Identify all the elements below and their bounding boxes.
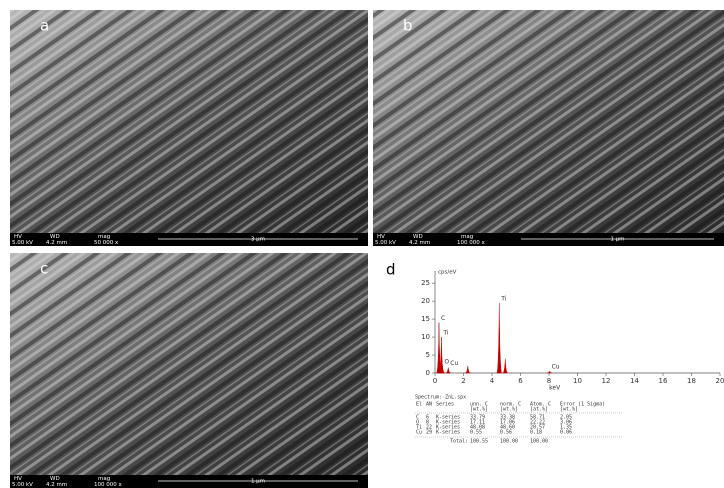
hv-value: 5.00 kV [12, 482, 33, 488]
x-tick-label: 12 [602, 377, 611, 385]
x-tick-label: 4 [490, 377, 495, 385]
y-tick-label: 15 [421, 315, 430, 323]
spectrum-peak [503, 359, 508, 373]
scale-label: 1 µm [251, 479, 265, 485]
x-tick-label: 20 [716, 377, 724, 385]
table-unit: [wt.%] [470, 407, 488, 413]
peak-label: Cu [552, 364, 560, 371]
table-header: Series [436, 402, 454, 408]
y-tick-label: 10 [421, 333, 430, 341]
peak-label: Ti [442, 330, 448, 337]
x-tick-label: 10 [573, 377, 582, 385]
peak-label: Cu [450, 360, 458, 367]
wd-value: 4.2 mm [46, 482, 67, 488]
table-cell: 0.55 [470, 430, 482, 436]
table-header: AN [426, 402, 432, 408]
y-tick-label: 0 [426, 369, 430, 377]
peak-label: O [444, 358, 449, 365]
table-cell: 29 [426, 430, 432, 436]
spectrum-peak [465, 366, 470, 373]
sem-texture [10, 10, 368, 233]
table-cell: 0.56 [500, 430, 512, 436]
table-cell: K-series [436, 430, 460, 436]
table-title: Spectrum: ZnL.spx [415, 395, 466, 401]
hv-value: 5.00 kV [375, 240, 396, 246]
table-cell: 0.06 [560, 430, 572, 436]
mag-value: 50 000 x [94, 240, 119, 246]
peak-label: Ti [500, 295, 506, 302]
panel-label: d [386, 261, 396, 279]
y-unit: cps/eV [438, 270, 457, 276]
table-unit: [wt.%] [560, 407, 578, 413]
y-tick-label: 5 [426, 351, 430, 359]
x-axis-label: keV [549, 385, 561, 392]
peak-label: C [441, 315, 445, 322]
x-tick-label: 18 [687, 377, 696, 385]
x-tick-label: 0 [433, 377, 437, 385]
spectrum-peak [547, 371, 552, 373]
panel-label: b [403, 17, 413, 35]
sem-texture [373, 10, 724, 233]
x-tick-label: 16 [659, 377, 668, 385]
panel-label: c [40, 260, 48, 278]
panel-label: a [40, 17, 49, 35]
table-header: El [416, 402, 422, 408]
scale-label: 1 µm [610, 237, 624, 243]
spectrum-peak [497, 303, 502, 373]
table-total: 100.00 [500, 439, 518, 445]
table-cell: Cu [416, 430, 422, 436]
scale-label: 3 µm [251, 237, 265, 243]
table-unit: [wt.%] [500, 407, 518, 413]
figure: aHV5.00 kVWD4.2 mmmag50 000 x3 µmbHV5.00… [0, 0, 724, 488]
table-total: 100.55 [470, 439, 488, 445]
mag-value: 100 000 x [457, 240, 485, 246]
table-total: 100.00 [530, 439, 548, 445]
table-total: Total: [450, 439, 468, 445]
x-tick-label: 6 [518, 377, 523, 385]
mag-value: 100 000 x [94, 482, 122, 488]
sem-texture [10, 253, 368, 475]
table-cell: 0.18 [530, 430, 542, 436]
hv-value: 5.00 kV [12, 240, 33, 246]
y-tick-label: 25 [421, 279, 430, 287]
y-tick-label: 20 [421, 297, 430, 305]
table-unit: [at.%] [530, 407, 548, 413]
wd-value: 4.2 mm [46, 240, 67, 246]
spectrum-peak [446, 368, 451, 373]
x-tick-label: 2 [461, 377, 465, 385]
x-tick-label: 14 [630, 377, 639, 385]
wd-value: 4.2 mm [409, 240, 430, 246]
